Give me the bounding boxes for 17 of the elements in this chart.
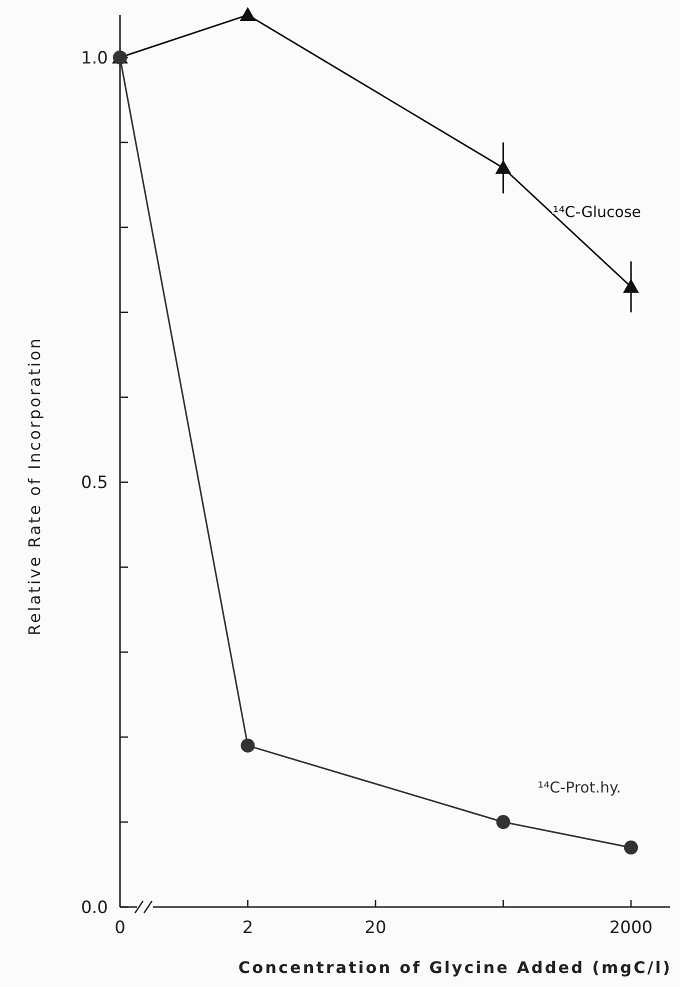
y-tick-label: 0.5: [80, 473, 108, 494]
series-label: ¹⁴C-Glucose: [552, 202, 641, 221]
point: [240, 738, 255, 753]
x-axis-title: Concentration of Glycine Added (mgC/l): [238, 958, 672, 977]
point: [624, 840, 638, 855]
x-tick-label: 20: [364, 918, 386, 938]
x-tick-label: 0: [114, 918, 126, 938]
y-tick-label: 1.0: [80, 48, 108, 68]
point: [496, 815, 510, 830]
x-tick-label: 2000: [609, 918, 653, 938]
point: [495, 160, 512, 174]
point: [623, 278, 639, 293]
text: ¹⁴C-Prot.hy.: [538, 778, 621, 797]
x-tick-label: 2: [242, 918, 254, 938]
y-axis-title: Relative Rate of Incorporation: [25, 336, 44, 636]
point: [240, 7, 256, 21]
y-tick-label: 0.0: [80, 898, 108, 918]
